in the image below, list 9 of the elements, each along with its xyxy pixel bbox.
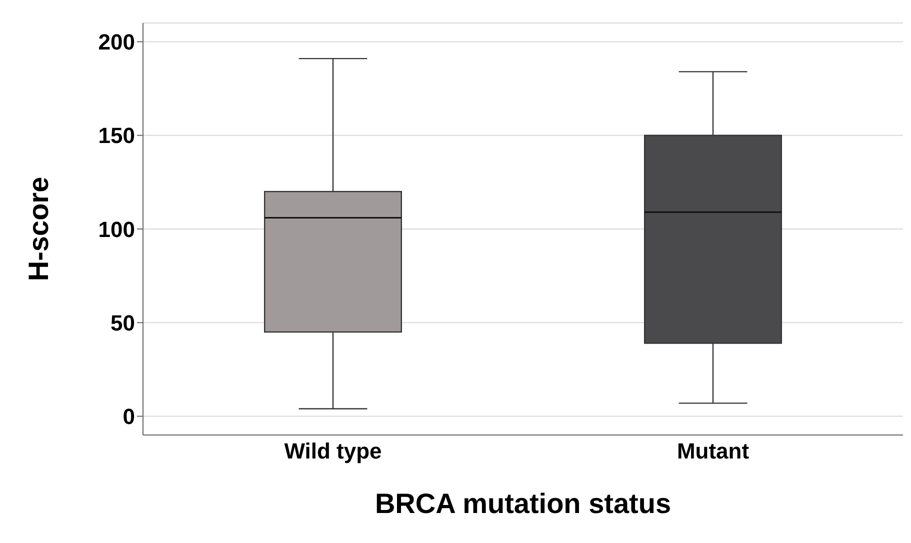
y-tick-label: 0 <box>122 404 135 430</box>
x-axis-title: BRCA mutation status <box>374 488 672 519</box>
y-tick-label: 200 <box>98 30 135 55</box>
x-tick-label: Mutant <box>676 438 750 464</box>
y-tick-label: 50 <box>110 310 135 336</box>
y-tick-label: 100 <box>98 216 135 242</box>
y-tick-label: 150 <box>98 123 135 148</box>
y-axis-title: H-score <box>22 176 54 282</box>
x-tick-label: Wild type <box>284 438 382 464</box>
